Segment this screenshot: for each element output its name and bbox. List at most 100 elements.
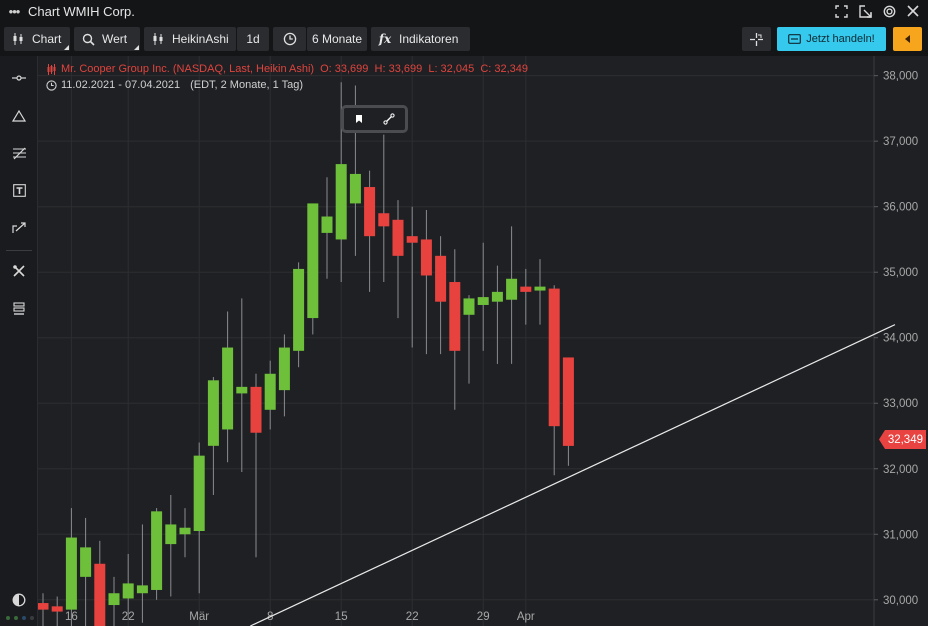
time-tick-label: Mär: [189, 611, 209, 623]
search-icon: [80, 33, 96, 46]
status-dots: [6, 616, 34, 620]
price-axis: 30,000 31,000 32,000 33,000 34,000 35,000 36,0…: [874, 71, 918, 607]
price-chart[interactable]: 30,000 31,000 32,000 33,000 34,000 35,000 36,0…: [38, 56, 928, 626]
instrument-label: Mr. Cooper Group Inc. (NASDAQ, Last, Hei…: [61, 63, 315, 75]
candle-down: [520, 286, 532, 292]
arrow-tool-icon[interactable]: [9, 217, 29, 237]
indicators-button[interactable]: fx Indikatoren: [371, 27, 470, 51]
candle-up: [222, 347, 234, 430]
candle-up: [122, 583, 134, 599]
price-tick-label: 32,000: [883, 464, 918, 476]
time-tick-label: 16: [65, 611, 78, 623]
range-button[interactable]: 6 Monate: [307, 27, 367, 51]
range-label: 6 Monate: [311, 32, 363, 46]
trade-now-button[interactable]: Jetzt handeln!: [777, 27, 886, 51]
horizontal-line-tool-icon[interactable]: [9, 68, 29, 88]
candle-down: [94, 563, 106, 626]
price-tick-label: 33,000: [883, 398, 918, 410]
bookmark-icon[interactable]: [354, 114, 364, 124]
price-tick-label: 38,000: [883, 71, 918, 83]
fibonacci-tool-icon[interactable]: [9, 143, 29, 163]
triangle-tool-icon[interactable]: [9, 106, 29, 126]
candlestick-icon: [10, 33, 26, 45]
candle-up: [534, 286, 546, 291]
candle-up: [207, 380, 219, 446]
chart-type-button[interactable]: HeikinAshi: [144, 27, 236, 51]
window-controls: [832, 2, 922, 20]
candle-up: [506, 278, 518, 300]
interval-label: 1d: [246, 32, 260, 46]
crosshair-icon: [750, 32, 763, 46]
candle-down: [38, 603, 49, 610]
time-tick-label: 15: [335, 611, 348, 623]
fx-icon: fx: [378, 32, 392, 46]
theme-toggle-icon[interactable]: [9, 590, 29, 610]
candle-down: [378, 213, 390, 227]
candle-wicks: [42, 82, 569, 626]
last-price-tag: 32,349: [879, 430, 926, 449]
floating-drawing-toolbar: [341, 105, 408, 133]
candle-down: [406, 236, 418, 243]
ohlc-values: O: 33,699 H: 33,699 L: 32,045 C: 32,349: [320, 63, 529, 75]
layers-icon[interactable]: [9, 299, 29, 319]
candle-up: [236, 386, 248, 394]
expand-icon[interactable]: [832, 2, 850, 20]
chart-menu-button[interactable]: Chart: [4, 27, 70, 51]
ticket-icon: [788, 34, 802, 44]
candle-up: [193, 455, 205, 531]
heikin-ashi-icon: [150, 33, 166, 45]
time-axis: 1622Mär8152229Apr: [65, 611, 535, 623]
candle-up: [321, 216, 333, 233]
candle-up: [151, 511, 163, 590]
candle-up: [491, 291, 503, 302]
price-tick-label: 34,000: [883, 333, 918, 345]
candle-up: [477, 297, 489, 305]
side-panel-toggle[interactable]: [893, 27, 922, 51]
instrument-candle-icon: [46, 63, 57, 75]
drawing-tools-sidebar: [0, 56, 38, 626]
dots-menu-icon[interactable]: •••: [8, 3, 21, 19]
time-tick-label: 22: [122, 611, 135, 623]
time-info: (EDT, 2 Monate, 1 Tag): [190, 79, 303, 91]
interval-button[interactable]: 1d: [237, 27, 269, 51]
candle-up: [165, 524, 177, 545]
price-tick-label: 36,000: [883, 202, 918, 214]
candle-up: [463, 298, 475, 315]
candle-up: [335, 164, 347, 240]
date-range: 11.02.2021 - 07.04.2021: [61, 79, 181, 91]
trendline[interactable]: [250, 324, 896, 626]
time-tick-label: 29: [477, 611, 490, 623]
popout-icon[interactable]: [856, 2, 874, 20]
candle-bodies: [38, 164, 574, 626]
crosshair-button[interactable]: [742, 27, 771, 51]
candle-down: [562, 357, 574, 446]
clock-button[interactable]: [273, 27, 306, 51]
text-tool-icon[interactable]: [9, 180, 29, 200]
value-menu-button[interactable]: Wert: [74, 27, 140, 51]
time-tick-label: Apr: [517, 611, 535, 623]
candle-up: [264, 373, 276, 410]
line-tool-icon[interactable]: [383, 113, 395, 125]
candle-up: [80, 547, 92, 577]
candle-down: [250, 386, 262, 433]
value-menu-label: Wert: [102, 32, 128, 46]
candle-up: [136, 585, 148, 594]
chart-grid: [38, 56, 874, 626]
price-tick-label: 30,000: [883, 595, 918, 607]
target-icon[interactable]: [880, 2, 898, 20]
trade-now-label: Jetzt handeln!: [806, 33, 875, 45]
price-tick-label: 37,000: [883, 136, 918, 148]
close-icon[interactable]: [904, 2, 922, 20]
clock-icon: [283, 32, 297, 46]
indicators-label: Indikatoren: [399, 32, 459, 46]
candle-up: [278, 347, 290, 391]
tools-icon[interactable]: [9, 261, 29, 281]
candle-down: [364, 187, 376, 237]
candle-up: [108, 593, 120, 606]
candle-up: [307, 203, 319, 319]
chart-legend: Mr. Cooper Group Inc. (NASDAQ, Last, Hei…: [46, 62, 528, 93]
caret-left-icon: [904, 35, 911, 43]
candle-up: [293, 268, 305, 351]
chart-type-label: HeikinAshi: [172, 32, 229, 46]
candle-down: [51, 606, 63, 612]
